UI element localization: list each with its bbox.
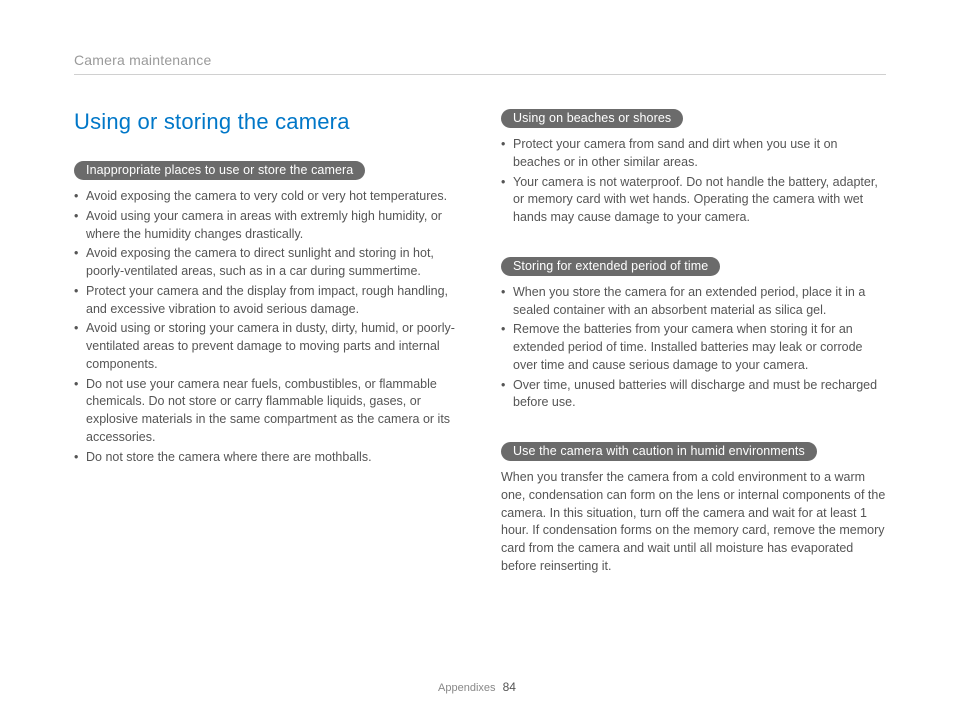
list-item: Your camera is not waterproof. Do not ha… [501, 174, 886, 227]
section-humid: Use the camera with caution in humid env… [501, 442, 886, 576]
page-header: Camera maintenance [74, 52, 886, 75]
list-item: Do not store the camera where there are … [74, 449, 459, 467]
list-item: Over time, unused batteries will dischar… [501, 377, 886, 413]
section-beaches: Using on beaches or shores Protect your … [501, 109, 886, 227]
list-item: When you store the camera for an extende… [501, 284, 886, 320]
pill-storing-extended: Storing for extended period of time [501, 257, 720, 276]
pill-humid: Use the camera with caution in humid env… [501, 442, 817, 461]
page-footer: Appendixes 84 [0, 680, 954, 694]
section-inappropriate-places: Inappropriate places to use or store the… [74, 161, 459, 466]
list-item: Protect your camera and the display from… [74, 283, 459, 319]
bullet-list: Avoid exposing the camera to very cold o… [74, 188, 459, 466]
bullet-list: Protect your camera from sand and dirt w… [501, 136, 886, 227]
page-number: 84 [503, 680, 516, 694]
page: Camera maintenance Using or storing the … [0, 0, 954, 606]
pill-inappropriate-places: Inappropriate places to use or store the… [74, 161, 365, 180]
right-column: Using on beaches or shores Protect your … [501, 109, 886, 606]
list-item: Avoid using or storing your camera in du… [74, 320, 459, 373]
section-storing-extended: Storing for extended period of time When… [501, 257, 886, 412]
pill-beaches: Using on beaches or shores [501, 109, 683, 128]
list-item: Avoid using your camera in areas with ex… [74, 208, 459, 244]
bullet-list: When you store the camera for an extende… [501, 284, 886, 412]
footer-label: Appendixes [438, 682, 496, 694]
content-columns: Using or storing the camera Inappropriat… [74, 109, 886, 606]
list-item: Protect your camera from sand and dirt w… [501, 136, 886, 172]
list-item: Avoid exposing the camera to direct sunl… [74, 245, 459, 281]
paragraph: When you transfer the camera from a cold… [501, 469, 886, 576]
left-column: Using or storing the camera Inappropriat… [74, 109, 459, 606]
list-item: Avoid exposing the camera to very cold o… [74, 188, 459, 206]
list-item: Do not use your camera near fuels, combu… [74, 376, 459, 447]
main-heading: Using or storing the camera [74, 109, 459, 135]
list-item: Remove the batteries from your camera wh… [501, 321, 886, 374]
